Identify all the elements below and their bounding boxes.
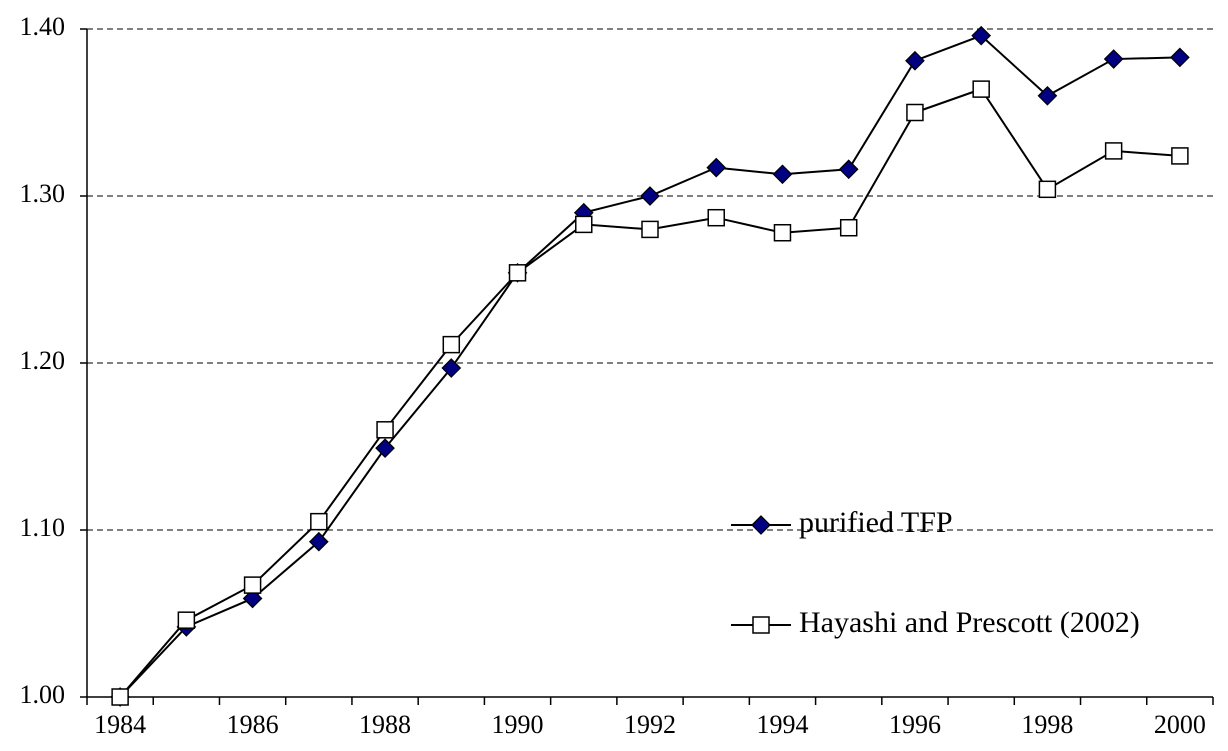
x-tick-label: 1990	[492, 710, 544, 739]
y-tick-label: 1.00	[20, 680, 66, 709]
y-tick-label: 1.40	[20, 12, 66, 41]
x-tick-label: 1988	[359, 710, 411, 739]
legend-label: Hayashi and Prescott (2002)	[799, 606, 1140, 639]
series-line	[119, 34, 1180, 698]
point	[1170, 47, 1190, 68]
point	[706, 157, 727, 178]
x-tick-label: 1992	[624, 710, 676, 739]
point	[772, 164, 793, 185]
y-tick-label: 1.20	[20, 346, 66, 375]
x-tick-label: 2000	[1154, 710, 1206, 739]
point	[242, 588, 263, 609]
point	[707, 208, 725, 227]
point	[111, 688, 129, 706]
point	[1171, 147, 1189, 165]
point	[308, 531, 329, 552]
point	[442, 335, 461, 354]
point	[1037, 85, 1058, 106]
point	[971, 25, 992, 46]
x-tick-label: 1984	[94, 710, 146, 739]
legend-marker	[751, 515, 771, 535]
point	[773, 223, 792, 242]
y-tick-label: 1.10	[20, 513, 66, 542]
point	[641, 220, 659, 239]
point	[310, 512, 328, 531]
y-tick-label: 1.30	[20, 179, 66, 208]
point	[441, 358, 462, 378]
point	[1104, 142, 1123, 160]
point	[640, 186, 660, 206]
point	[839, 218, 858, 237]
point	[1038, 180, 1057, 199]
point	[906, 103, 924, 122]
point	[1103, 49, 1124, 69]
point	[838, 159, 859, 180]
legend-label: purified TFP	[799, 506, 953, 539]
point	[375, 438, 395, 459]
point	[972, 80, 990, 98]
x-tick-label: 1994	[756, 710, 808, 739]
point	[177, 611, 196, 629]
legend-marker	[752, 616, 770, 634]
x-tick-label: 1986	[227, 710, 279, 739]
point	[243, 576, 262, 594]
point	[575, 215, 593, 234]
x-tick-label: 1996	[889, 710, 941, 739]
point	[905, 50, 925, 71]
point	[508, 264, 527, 282]
x-tick-label: 1998	[1021, 710, 1073, 739]
point	[376, 421, 394, 439]
